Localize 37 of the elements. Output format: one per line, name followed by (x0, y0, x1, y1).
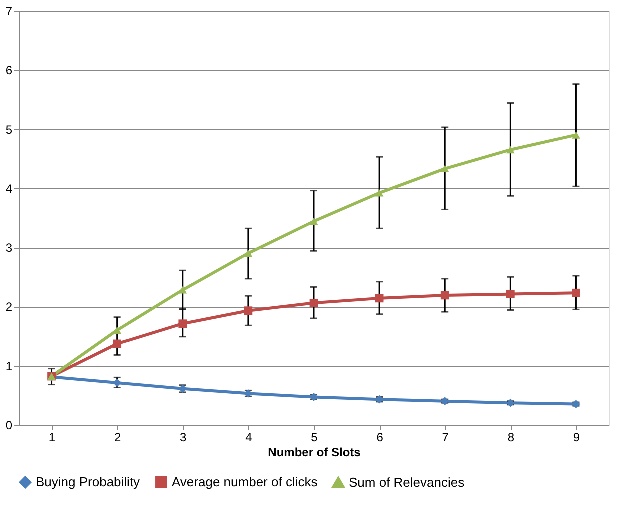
y-tick-label: 2 (6, 300, 13, 314)
x-tick-label: 2 (114, 430, 122, 444)
x-tick-label: 7 (442, 430, 450, 444)
point (113, 340, 122, 348)
point (375, 294, 384, 303)
point (572, 288, 580, 298)
point (506, 290, 515, 298)
x-axis-title: Number of Slots (268, 446, 362, 460)
y-tick-label: 4 (6, 182, 13, 196)
x-tick-label: 4 (246, 430, 253, 444)
point (244, 306, 253, 316)
y-tick-label: 3 (6, 241, 13, 256)
x-tick-label: 3 (180, 430, 188, 444)
legend-label: Sum of Relevancies (349, 474, 466, 490)
point (572, 132, 580, 139)
point (244, 250, 253, 258)
x-tick-label: 6 (376, 430, 384, 444)
y-tick-label: 7 (6, 4, 13, 18)
x-tick-label: 5 (311, 430, 318, 444)
legend-label: Buying Probability (36, 474, 141, 490)
y-tick-label: 0 (6, 418, 13, 432)
point (375, 190, 384, 197)
x-tick-label: 8 (508, 430, 515, 444)
x-tick-label: 9 (573, 430, 580, 444)
y-tick-label: 6 (6, 64, 13, 78)
point (506, 146, 515, 154)
point (440, 397, 450, 406)
y-tick-label: 5 (6, 122, 13, 137)
point (310, 218, 318, 226)
y-tick-label: 1 (6, 359, 13, 374)
point (178, 320, 188, 328)
point (440, 291, 450, 300)
point (178, 286, 188, 294)
x-tick-label: 1 (48, 430, 56, 444)
point (440, 165, 450, 173)
point (310, 298, 318, 308)
legend-label: Average number of clicks (172, 474, 318, 490)
